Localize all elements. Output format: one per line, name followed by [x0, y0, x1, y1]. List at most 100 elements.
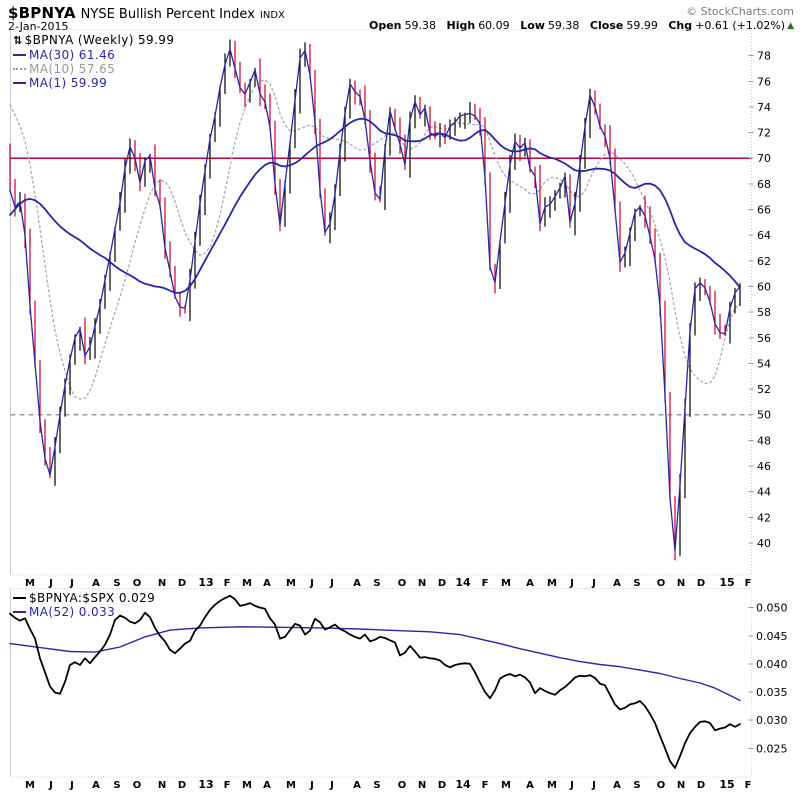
legend-label: $BPNYA (Weekly) 59.99	[24, 33, 175, 47]
x-axis-label: M	[25, 780, 35, 791]
y-axis-label: 48	[757, 434, 771, 447]
y-axis-label: 72	[757, 127, 771, 140]
high-label: High	[446, 19, 476, 32]
x-axis-label: A	[613, 780, 621, 791]
x-axis-label: A	[92, 780, 100, 791]
x-axis-label: A	[263, 780, 271, 791]
y-axis-label: 76	[757, 75, 771, 88]
x-axis-label: N	[677, 780, 685, 791]
x-axis-label: 13	[198, 576, 213, 588]
x-axis-label: J	[48, 780, 53, 791]
y-axis-label: 0.025	[756, 742, 788, 755]
main-chart-legend: ⇅ $BPNYA (Weekly) 59.99 MA(30) 61.46 MA(1…	[13, 33, 174, 90]
x-axis-label: 14	[455, 778, 471, 791]
main-price-chart: 78 76 74 72 70 68 66 64 62 60 58 56 54 52 50 48 46 44 42 40…	[9, 29, 771, 588]
y-axis-label: 44	[757, 486, 771, 499]
y-axis-label: 0.050	[756, 602, 788, 615]
legend-item-ma1: MA(1) 59.99	[13, 76, 174, 90]
open-value: 59.38	[404, 19, 437, 32]
x-axis-label: J	[329, 780, 334, 791]
close-value: 59.99	[626, 19, 658, 32]
x-axis-label: M	[242, 578, 252, 588]
y-axis-label: 0.030	[756, 714, 788, 727]
legend-item-ma10: MA(10) 57.65	[13, 62, 174, 76]
x-axis-label: S	[373, 780, 380, 791]
x-axis-label: J	[591, 578, 596, 588]
x-axis-label: N	[418, 780, 426, 791]
x-axis-label: O	[657, 578, 666, 588]
y-axis-label: 46	[757, 460, 771, 473]
y-axis-label: 50	[757, 409, 771, 422]
y-axis-label: 60	[757, 280, 771, 293]
x-axis-label: 15	[719, 576, 734, 588]
x-axis-label: D	[438, 780, 446, 791]
x-axis-label: O	[398, 578, 407, 588]
legend-label: MA(30) 61.46	[29, 48, 116, 62]
x-axis-label: A	[353, 780, 361, 791]
legend-label: MA(10) 57.65	[29, 62, 116, 76]
x-axis-label: N	[158, 780, 166, 791]
legend-item-ma30: MA(30) 61.46	[13, 48, 174, 62]
line-sample-icon	[13, 610, 26, 613]
x-axis-label: S	[633, 780, 640, 791]
index-name: NYSE Bullish Percent Index	[80, 7, 255, 22]
x-axis-label: J	[569, 780, 574, 791]
quote-bar: Open 59.38 High 60.09 Low 59.38 Close 59.99 …	[362, 19, 794, 32]
legend-item-price: ⇅ $BPNYA (Weekly) 59.99	[13, 33, 174, 48]
x-axis-label: M	[547, 780, 557, 791]
high-value: 60.09	[478, 19, 510, 32]
x-axis-label: A	[263, 578, 271, 588]
x-axis-label: S	[113, 780, 120, 791]
x-axis-label: 13	[198, 778, 213, 791]
line-sample-icon	[13, 81, 26, 84]
symbol: $BPNYA	[8, 4, 76, 22]
exchange-label: INDX	[259, 10, 285, 21]
x-axis-label: O	[133, 578, 142, 588]
ma30-line	[9, 117, 741, 294]
x-axis-label: M	[286, 578, 296, 588]
chart-header: $BPNYA NYSE Bullish Percent Index INDX	[8, 3, 285, 22]
ma52-line	[9, 626, 741, 702]
x-axis-label: A	[92, 578, 100, 588]
x-axis-label: D	[697, 578, 705, 588]
x-axis-label: S	[113, 578, 120, 588]
x-axis-label: 14	[455, 576, 471, 588]
x-axis-label: F	[482, 578, 489, 588]
x-axis-label: O	[657, 780, 666, 791]
x-axis-label: M	[25, 578, 35, 588]
ma1-line	[9, 48, 741, 552]
y-axis-label: 64	[757, 229, 771, 242]
line-sample-icon	[13, 596, 26, 599]
y-axis-label: 54	[757, 357, 771, 370]
x-axis-label: 15	[719, 778, 734, 791]
x-axis-label: S	[633, 578, 640, 588]
x-axis-label: F	[224, 780, 231, 791]
x-axis-label: J	[309, 578, 314, 588]
candlestick-icon: ⇅	[13, 34, 23, 47]
ratio-chart-legend: $BPNYA:$SPX 0.029 MA(52) 0.033	[13, 591, 155, 619]
x-axis-label: A	[613, 578, 621, 588]
copyright: © StockCharts.com	[686, 5, 794, 18]
x-axis-label: A	[526, 780, 534, 791]
legend-label: $BPNYA:$SPX 0.029	[29, 591, 156, 605]
x-axis-label: M	[501, 578, 511, 588]
y-axis-label: 52	[757, 383, 771, 396]
y-axis-label: 0.035	[756, 686, 788, 699]
y-axis-label: 68	[757, 178, 771, 191]
x-axis-label: J	[48, 578, 53, 588]
x-axis-label: O	[398, 780, 407, 791]
x-axis-label: F	[482, 780, 489, 791]
x-axis-label: S	[373, 578, 380, 588]
chg-value: +0.61 (+1.02%)	[695, 19, 786, 32]
x-axis-label: M	[501, 780, 511, 791]
x-axis-label: A	[526, 578, 534, 588]
x-axis-label: D	[178, 578, 186, 588]
x-axis-label: F	[745, 780, 752, 791]
x-axis-label: J	[69, 780, 74, 791]
x-axis-label: J	[569, 578, 574, 588]
legend-label: MA(1) 59.99	[29, 76, 108, 90]
x-axis-label: M	[547, 578, 557, 588]
y-axis-label: 78	[757, 50, 771, 63]
dotted-line-sample-icon	[13, 67, 26, 70]
